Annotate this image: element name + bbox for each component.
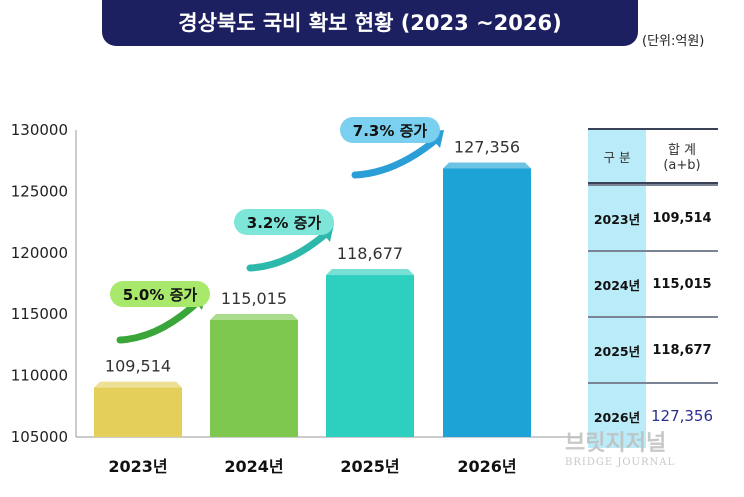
growth-badge	[340, 117, 440, 143]
row-total: 115,015	[652, 276, 712, 292]
growth-arrow	[351, 134, 442, 179]
y-tick-label: 125000	[11, 182, 68, 200]
row-year: 2024년	[588, 252, 646, 316]
growth-badge	[234, 209, 334, 235]
data-label: 109,514	[105, 357, 171, 376]
y-tick-label: 120000	[11, 244, 68, 262]
y-tick-label: 115000	[11, 305, 68, 323]
growth-label: 7.3% 증가	[353, 122, 428, 140]
table-row: 2023년 109,514	[588, 184, 718, 250]
table-row: 2026년 127,356	[588, 382, 718, 448]
bar-top-cap	[326, 269, 414, 276]
growth-arrow	[116, 296, 204, 344]
header-total-label: 합 계	[667, 143, 697, 158]
bar	[210, 320, 298, 437]
bar-top-cap	[94, 381, 182, 388]
data-label: 115,015	[221, 289, 287, 308]
header-total: 합 계 (a+b)	[646, 130, 718, 182]
bar-top-cap	[210, 314, 298, 321]
bar	[326, 275, 414, 437]
growth-label: 5.0% 증가	[123, 286, 198, 304]
x-tick-label: 2023년	[108, 457, 167, 476]
y-tick-label: 110000	[11, 367, 68, 385]
watermark-logo: 브릿지저널 BRIDGE JOURNAL	[565, 425, 675, 468]
header-category: 구 분	[588, 130, 646, 182]
header-total-sub: (a+b)	[663, 158, 701, 173]
data-label: 127,356	[454, 137, 520, 156]
row-year: 2026년	[588, 384, 646, 448]
growth-badge	[110, 281, 210, 307]
watermark-sub: BRIDGE JOURNAL	[565, 457, 676, 468]
row-total: 109,514	[652, 210, 712, 226]
x-tick-label: 2024년	[224, 457, 283, 476]
row-total: 127,356	[650, 407, 714, 425]
x-tick-label: 2025년	[340, 457, 399, 476]
bar-top-cap	[443, 162, 531, 169]
y-tick-label: 105000	[11, 428, 68, 446]
row-year: 2023년	[588, 186, 646, 250]
watermark-main: 브릿지저널	[565, 431, 667, 456]
bar	[443, 168, 531, 437]
growth-arrow	[246, 228, 332, 272]
chart-title: 경상북도 국비 확보 현황 (2023 ~2026)	[102, 0, 638, 46]
summary-table: 구 분 합 계 (a+b) 2023년 109,514 2024년 115,015 202…	[588, 128, 718, 448]
bar	[94, 387, 182, 437]
table-row: 2025년 118,677	[588, 316, 718, 382]
x-tick-label: 2026년	[457, 457, 516, 476]
row-year: 2025년	[588, 318, 646, 382]
row-total: 118,677	[652, 342, 712, 358]
data-label: 118,677	[337, 244, 403, 263]
growth-label: 3.2% 증가	[247, 214, 322, 232]
table-row: 2024년 115,015	[588, 250, 718, 316]
y-tick-label: 130000	[11, 121, 68, 139]
unit-label: (단위:억원)	[642, 34, 705, 49]
table-header: 구 분 합 계 (a+b)	[588, 128, 718, 184]
